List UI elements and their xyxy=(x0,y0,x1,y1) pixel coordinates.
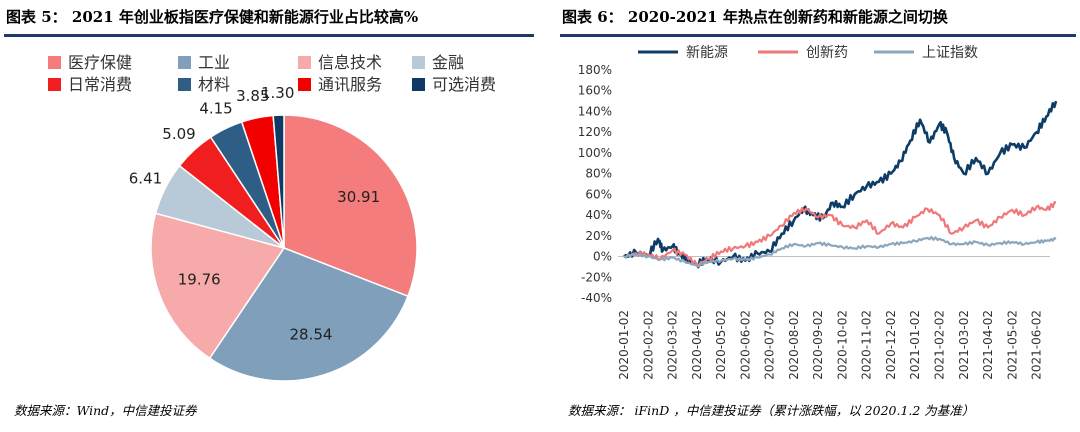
legend-swatch xyxy=(298,78,311,91)
y-tick-label: 60% xyxy=(585,187,612,201)
legend-swatch xyxy=(48,78,61,91)
line-chart: 180% 160% 140% 120% 100% 80% 60% 40% 20% 0% -20% -4… xyxy=(578,45,1058,380)
y-tick-label: 100% xyxy=(578,146,612,160)
pie-slice xyxy=(283,114,418,298)
legend-swatch xyxy=(178,78,191,91)
pie-data-label: 6.41 xyxy=(129,169,162,187)
x-tick-label: 2021-06-02 xyxy=(1030,310,1044,380)
pie-data-label: 30.91 xyxy=(337,188,380,206)
line-source-note: 数据来源： iFinD ，中信建投证券（累计涨跌幅，以 2020.1.2 为基准… xyxy=(568,403,975,418)
series-line xyxy=(623,235,1057,268)
y-tick-label: 80% xyxy=(585,167,612,181)
legend-label: 通讯服务 xyxy=(318,75,382,94)
x-tick-label: 2020-10-02 xyxy=(835,310,849,380)
y-tick-label: -20% xyxy=(581,270,612,284)
pie-slice xyxy=(272,114,285,249)
x-tick-label: 2020-08-02 xyxy=(787,310,801,380)
x-tick-label: 2021-04-02 xyxy=(981,310,995,380)
x-tick-label: 2020-12-02 xyxy=(884,310,898,380)
x-tick-label: 2021-03-02 xyxy=(957,310,971,380)
legend-label: 可选消费 xyxy=(432,75,496,94)
pie-chart-title: 图表 5： 2021 年创业板指医疗保健和新能源行业占比较高% xyxy=(6,8,419,26)
x-tick-label: 2020-06-02 xyxy=(738,310,752,380)
y-tick-label: -40% xyxy=(581,291,612,305)
title-rule xyxy=(4,34,534,37)
pie-data-label: 5.09 xyxy=(162,125,195,143)
x-tick-label: 2020-09-02 xyxy=(811,310,825,380)
legend-swatch xyxy=(178,56,191,69)
pie-data-label: 4.15 xyxy=(199,100,232,118)
legend-swatch xyxy=(412,56,425,69)
series-line xyxy=(623,100,1058,269)
y-tick-label: 0% xyxy=(593,250,612,264)
y-tick-label: 160% xyxy=(578,84,612,98)
title-rule xyxy=(560,34,1076,37)
legend-label: 上证指数 xyxy=(922,45,978,61)
legend-swatch xyxy=(48,56,61,69)
pie-slice xyxy=(150,212,286,360)
legend-label: 信息技术 xyxy=(318,53,382,72)
legend-label: 材料 xyxy=(198,75,230,94)
x-tick-label: 2020-07-02 xyxy=(763,310,777,380)
x-tick-label: 2020-02-02 xyxy=(641,310,655,380)
series-line xyxy=(623,201,1057,267)
x-tick-label: 2020-04-02 xyxy=(690,310,704,380)
legend-label: 金融 xyxy=(432,53,464,72)
legend-label: 创新药 xyxy=(806,45,848,61)
y-tick-label: 20% xyxy=(585,229,612,243)
x-tick-label: 2020-05-02 xyxy=(714,310,728,380)
legend-swatch xyxy=(298,56,311,69)
x-tick-label: 2021-02-02 xyxy=(933,310,947,380)
pie-data-label: 3.85 xyxy=(236,87,269,105)
x-tick-label: 2021-01-02 xyxy=(908,310,922,380)
pie-slice xyxy=(208,247,409,382)
pie-chart: 30.91 28.54 19.76 6.41 5.094.153.851.30 医疗保健 工… xyxy=(48,53,496,382)
pie-data-label: 1.30 xyxy=(261,84,294,102)
y-tick-label: 140% xyxy=(578,104,612,118)
legend-label: 日常消费 xyxy=(68,75,132,94)
y-tick-label: 40% xyxy=(585,208,612,222)
legend-label: 新能源 xyxy=(686,45,728,61)
pie-data-label: 19.76 xyxy=(178,271,221,289)
pie-panel: 图表 5： 2021 年创业板指医疗保健和新能源行业占比较高% 30.91 28.… xyxy=(4,8,534,418)
x-tick-label: 2020-03-02 xyxy=(666,310,680,380)
y-tick-label: 180% xyxy=(578,63,612,77)
legend-label: 医疗保健 xyxy=(68,53,132,72)
x-tick-label: 2020-01-02 xyxy=(617,310,631,380)
pie-data-label: 28.54 xyxy=(290,325,333,343)
legend-label: 工业 xyxy=(198,53,230,72)
pie-source-note: 数据来源：Wind，中信建投证券 xyxy=(14,403,197,418)
y-tick-label: 120% xyxy=(578,125,612,139)
line-panel: 图表 6： 2020-2021 年热点在创新药和新能源之间切换 180% 160%… xyxy=(556,0,1080,432)
x-tick-label: 2020-11-02 xyxy=(860,310,874,380)
line-chart-title: 图表 6： 2020-2021 年热点在创新药和新能源之间切换 xyxy=(562,8,948,26)
x-tick-label: 2021-05-02 xyxy=(1005,310,1019,380)
legend-swatch xyxy=(412,78,425,91)
